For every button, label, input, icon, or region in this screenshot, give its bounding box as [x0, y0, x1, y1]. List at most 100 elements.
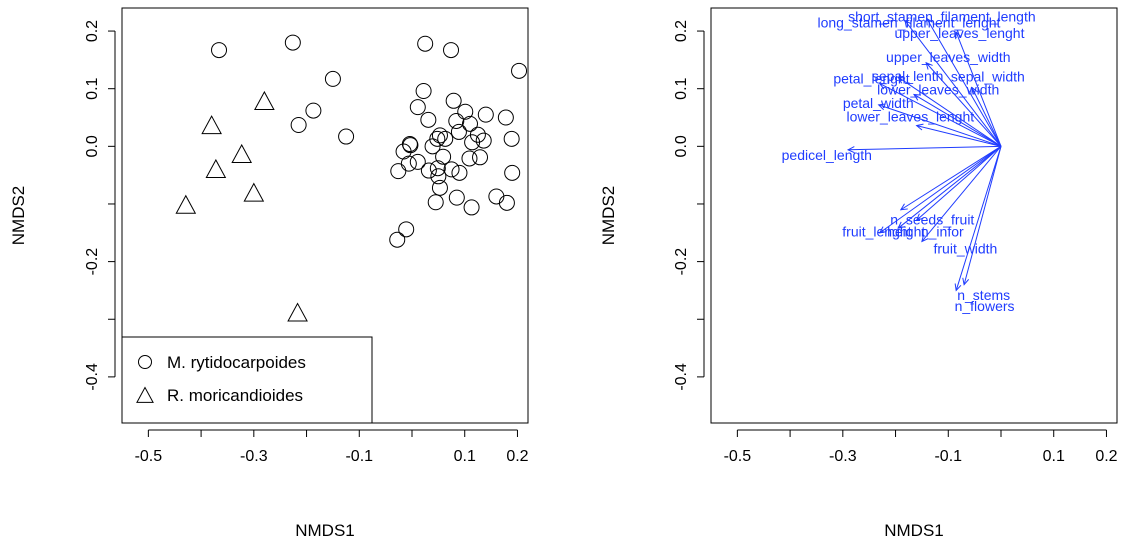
point-circle [409, 99, 426, 116]
point-circle [420, 111, 437, 128]
vector-arrow [897, 76, 1002, 147]
vector-arrowhead [925, 61, 933, 70]
legend: M. rytidocarpoides R. moricandioides [121, 336, 373, 424]
point-triangle [231, 143, 253, 163]
legend-label: M. rytidocarpoides [167, 353, 306, 372]
y-tick-label: -0.2 [673, 248, 690, 276]
point-circle [497, 109, 514, 126]
vector-arrow [913, 94, 1002, 147]
vector-arrowhead [913, 93, 922, 101]
point-triangle [175, 194, 197, 214]
vector-label: fruit_lenght [842, 224, 911, 240]
vector-label: lower_leaves_width [877, 81, 999, 97]
vector-arrow [955, 146, 1002, 291]
point-circle [457, 103, 474, 120]
point-triangle [254, 90, 275, 110]
point-circle [475, 132, 492, 149]
legend-marker-triangle [136, 386, 154, 403]
point-circle [430, 168, 447, 185]
vector-arrow [879, 145, 1002, 234]
point-circle [409, 153, 426, 170]
point-circle [448, 189, 465, 206]
point-circle [305, 102, 322, 119]
point-circle [461, 150, 478, 167]
vector-arrow [971, 87, 1002, 147]
vector-arrow [904, 20, 1002, 147]
x-tick-label: 0.2 [1095, 448, 1117, 465]
legend-marker-circle [138, 355, 152, 369]
point-circle [443, 161, 460, 178]
point-circle [462, 115, 478, 132]
vector-arrow [955, 32, 1002, 147]
vector-arrowhead [915, 213, 924, 221]
x-tick-label: 0.2 [506, 448, 528, 465]
vector-label: long_stamen_filament_lenght [818, 14, 1001, 30]
vector-arrow [900, 145, 1002, 211]
vector-label: pedicel_length [782, 147, 872, 163]
point-circle [431, 127, 448, 144]
y-tick-label: -0.4 [673, 363, 690, 391]
vector-label: petal_width [843, 95, 914, 111]
vector-arrowhead [915, 123, 924, 131]
vector-arrowhead [897, 76, 906, 84]
vector-arrowhead [921, 234, 929, 243]
vector-label: n_stems [957, 287, 1010, 303]
point-circle [445, 92, 462, 109]
vector-label: sepal_width [951, 69, 1025, 85]
point-circle [389, 231, 406, 248]
vector-arrowhead [897, 221, 906, 229]
point-circle [488, 188, 505, 205]
vector-arrowhead [926, 17, 933, 26]
y-tick-label: 0.1 [84, 77, 101, 99]
point-circle [398, 221, 415, 238]
point-circle [427, 194, 444, 211]
point-circle [443, 42, 460, 59]
y-tick-label: 0.0 [673, 135, 690, 157]
x-tick-label: 0.1 [1043, 448, 1065, 465]
vector-label: height [887, 224, 925, 240]
point-circle [448, 112, 465, 129]
y-tick-label: 0.2 [673, 20, 690, 42]
point-circle [390, 163, 407, 180]
point-circle [450, 123, 467, 140]
point-circle [503, 130, 520, 147]
x-tick-label: -0.3 [240, 448, 268, 465]
plot-frame [710, 7, 1118, 424]
vector-arrowhead [878, 226, 887, 234]
point-circle [472, 149, 489, 166]
x-tick-label: -0.1 [934, 448, 962, 465]
point-circle [395, 143, 412, 160]
legend-box [121, 336, 373, 424]
vector-arrow [925, 62, 1002, 147]
y-axis-title: NMDS2 [9, 186, 28, 246]
vector-arrow [926, 18, 1002, 147]
x-axis-title: NMDS1 [295, 521, 355, 540]
vector-arrowhead [899, 203, 908, 211]
vector-label: upper_leaves_lenght [894, 25, 1024, 41]
vector-label: n_seeds_fruit [890, 212, 974, 228]
vector-label: short_stamen_filament_length [848, 9, 1036, 25]
point-circle [451, 164, 468, 181]
y-tick-label: 0.1 [673, 77, 690, 99]
x-tick-label: -0.1 [345, 448, 373, 465]
point-circle [290, 117, 307, 134]
vector-arrow [878, 104, 1002, 147]
y-tick-label: -0.4 [84, 363, 101, 391]
vector-label: n_infor [921, 224, 964, 240]
point-circle [469, 126, 486, 143]
vector-arrowhead [846, 146, 855, 154]
vector-arrowhead [877, 103, 886, 111]
vector-arrow [921, 146, 1002, 242]
y-tick-label: 0.2 [84, 20, 101, 42]
y-tick-label: 0.0 [84, 135, 101, 157]
vector-arrowhead [962, 277, 970, 286]
x-tick-label: -0.5 [724, 448, 752, 465]
x-axis-title: NMDS1 [884, 521, 944, 540]
vector-arrow [897, 145, 1002, 229]
vector-arrow [848, 145, 1002, 151]
point-circle [429, 130, 446, 147]
point-circle [437, 130, 454, 147]
point-circle [211, 42, 228, 59]
vector-arrowhead [955, 31, 962, 40]
